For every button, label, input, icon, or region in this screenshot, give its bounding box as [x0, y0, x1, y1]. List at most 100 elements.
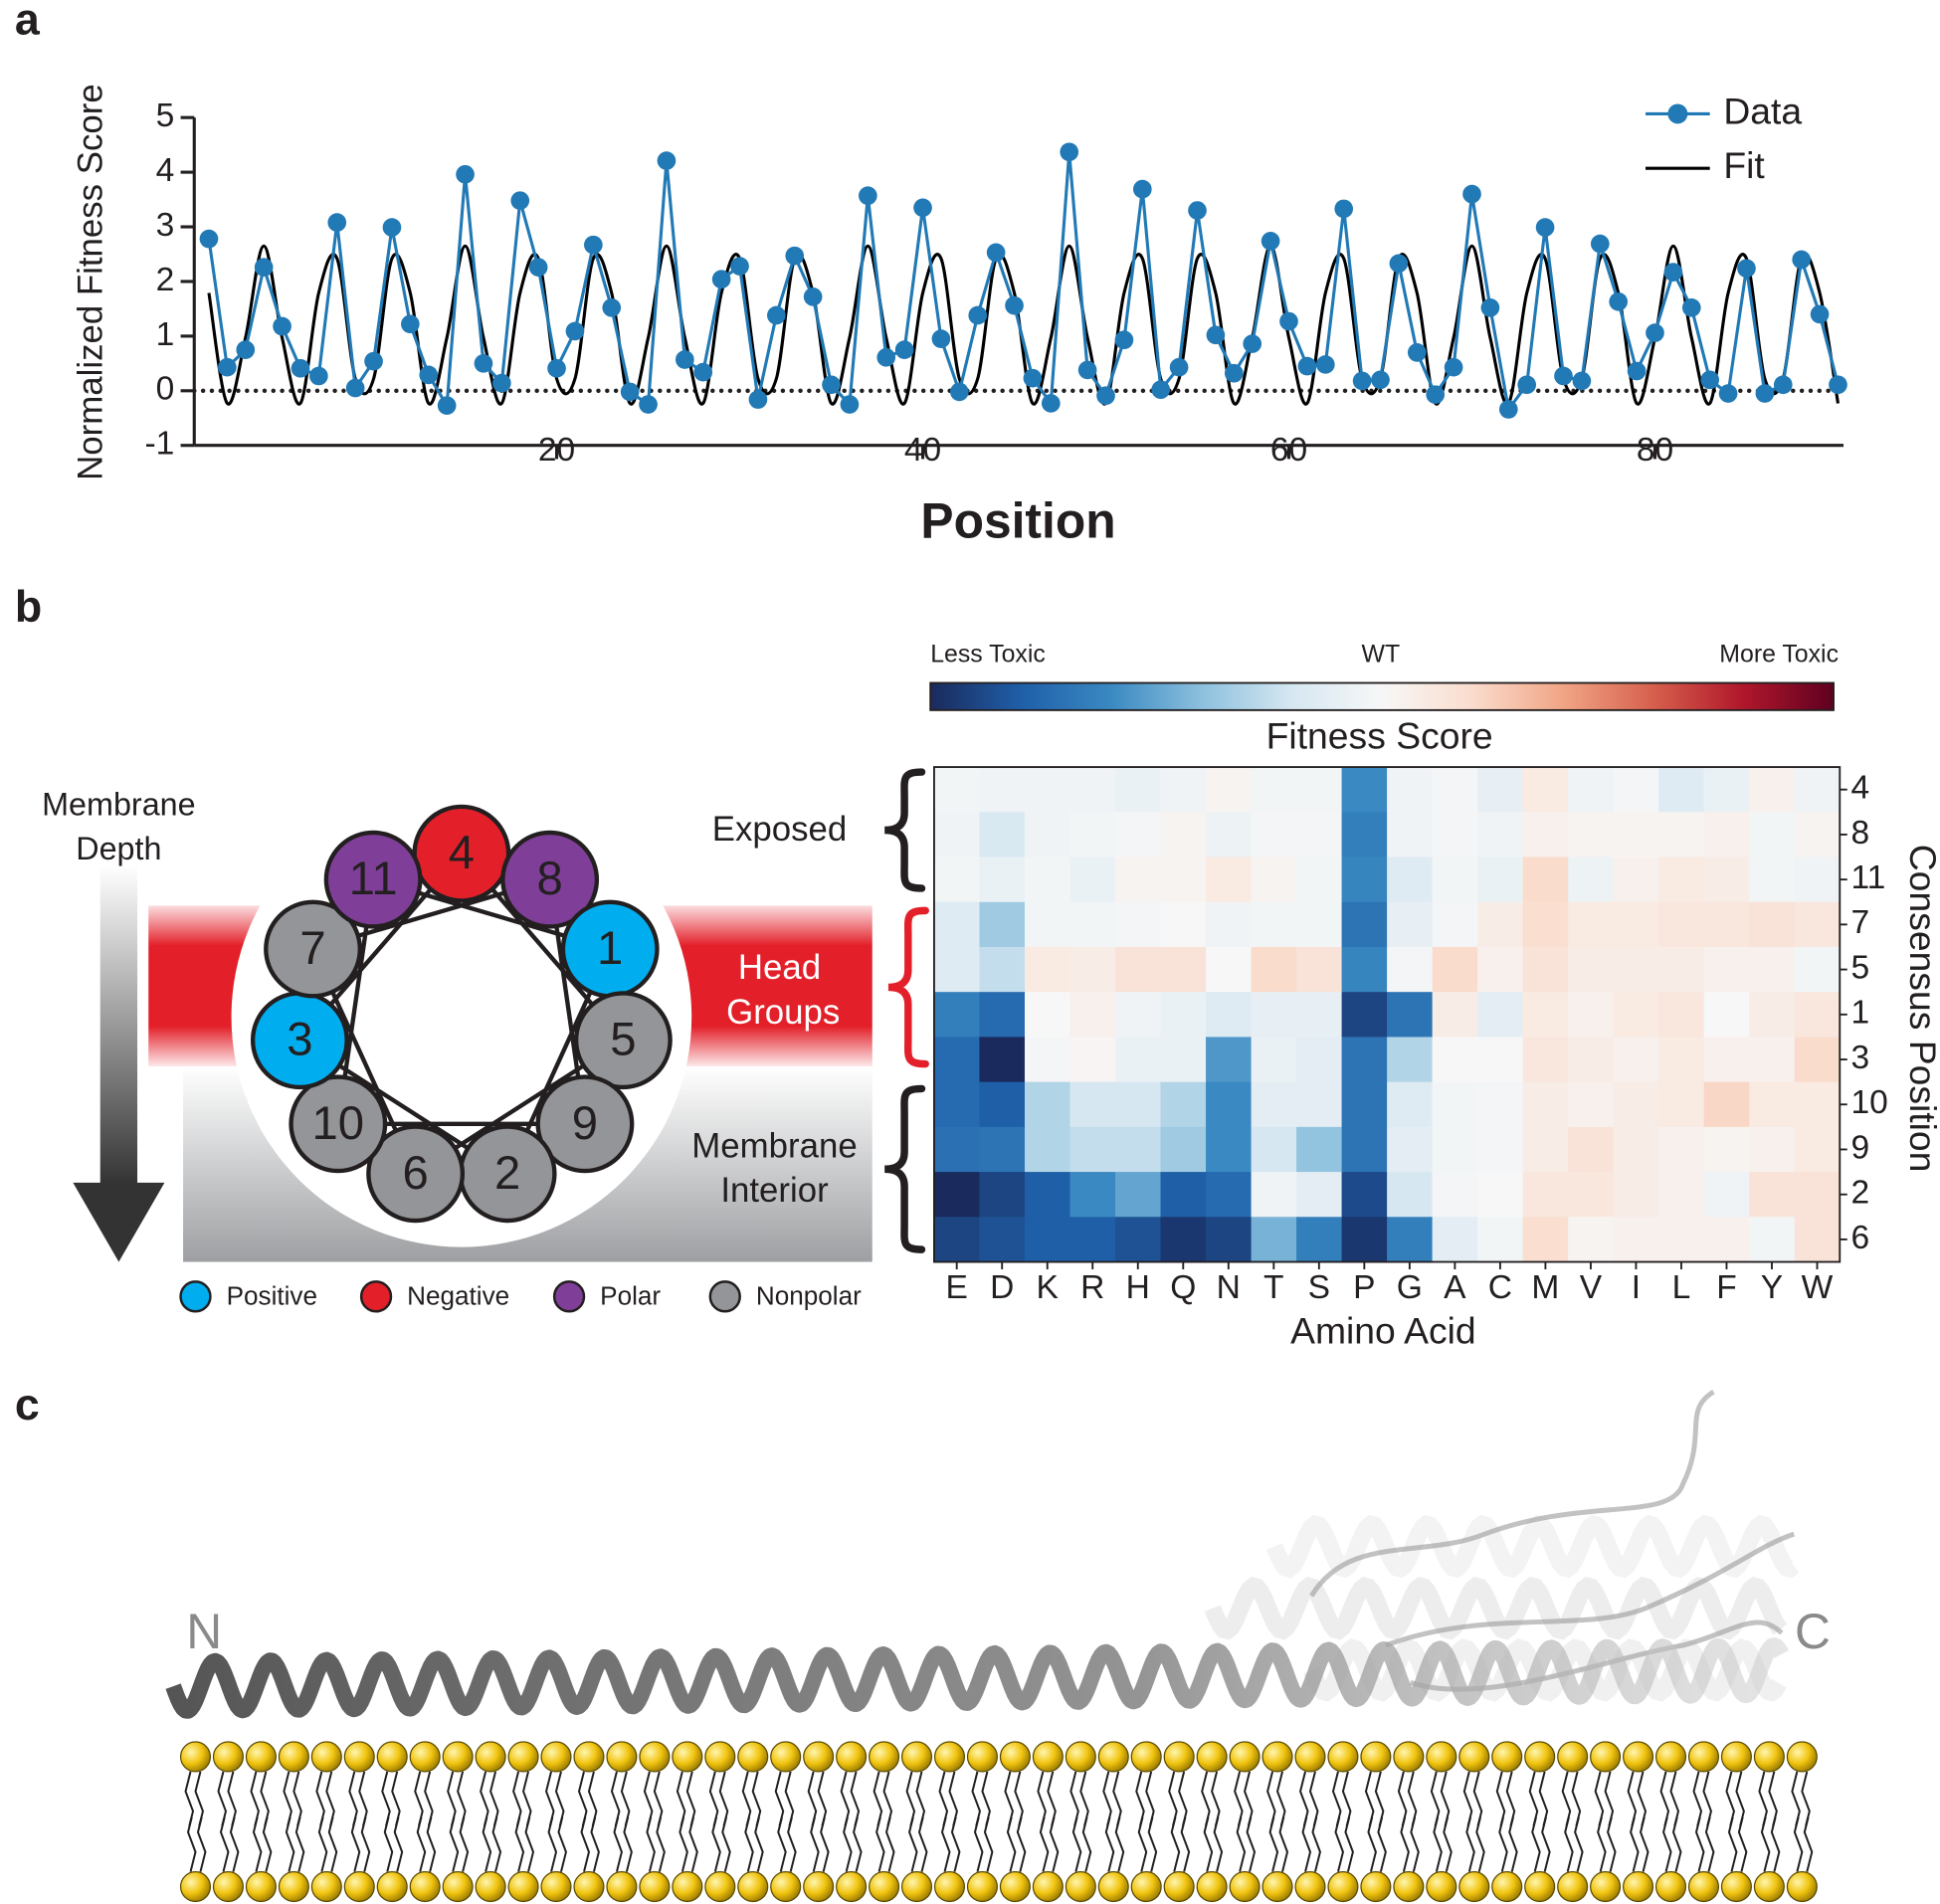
y-tick-label: 4 — [156, 152, 175, 189]
lipid-tail — [360, 1816, 371, 1872]
data-point — [456, 164, 475, 184]
lipid-head — [343, 1741, 375, 1773]
lipid-tail — [711, 1816, 721, 1872]
lipid-head — [540, 1871, 572, 1903]
heatmap-cell — [1749, 901, 1796, 948]
heatmap-cell — [1160, 857, 1207, 903]
heatmap-cell — [1296, 1081, 1343, 1128]
heatmap-cell — [1703, 946, 1750, 993]
heatmap-cell — [1749, 1172, 1796, 1218]
lipid-tail — [327, 1816, 338, 1872]
data-point — [437, 396, 457, 415]
data-point — [584, 235, 603, 255]
heatmap-cell — [1658, 992, 1705, 1039]
heatmap-cell — [933, 1037, 981, 1083]
lipid-head — [770, 1741, 802, 1773]
lipid-head — [966, 1871, 998, 1903]
heatmap-cell — [1568, 1172, 1615, 1218]
data-point — [1334, 199, 1354, 219]
heatmap-cell — [933, 1217, 981, 1263]
heatmap-cell — [1522, 992, 1569, 1039]
data-point — [1590, 234, 1610, 254]
legend-label: Nonpolar — [756, 1280, 862, 1310]
heatmap-cell — [1024, 992, 1071, 1039]
heatmap-cell — [1432, 946, 1478, 993]
lipid-tail — [186, 1816, 197, 1872]
lipid-tail — [1803, 1816, 1814, 1872]
heatmap-cell — [1658, 1217, 1705, 1263]
lipid-tail — [1433, 1816, 1443, 1872]
heatmap-cell — [1387, 1172, 1434, 1218]
lipid-tail — [524, 1816, 535, 1872]
y-tick-label: 0 — [156, 371, 175, 408]
x-tick-label: 80 — [1637, 432, 1673, 469]
lipid-head — [1687, 1871, 1720, 1903]
lipid-head — [1491, 1741, 1523, 1773]
lipid-tail — [482, 1816, 492, 1872]
lipid-tail — [1770, 1816, 1781, 1872]
lipid-head — [1327, 1741, 1359, 1773]
y-axis-label: Normalized Fitness Score — [71, 84, 109, 480]
lipid-tail — [1236, 1816, 1247, 1872]
heatmap-cell — [1568, 1217, 1615, 1263]
data-point — [1041, 394, 1061, 413]
lipid-head — [933, 1871, 966, 1903]
heatmap-cell — [1522, 1037, 1569, 1083]
data-point — [1151, 380, 1171, 400]
y-tick-label: -1 — [145, 426, 175, 463]
heatmap-cell — [1341, 901, 1388, 948]
wheel-residue-label: 5 — [610, 1014, 636, 1066]
lipid-tail — [1607, 1816, 1617, 1872]
lipid-tail — [252, 1816, 263, 1872]
lipid-head — [900, 1871, 933, 1903]
heatmap-cell — [1613, 1217, 1659, 1263]
lipid-tail — [1039, 1816, 1050, 1872]
data-point — [382, 218, 402, 237]
heatmap-cell — [979, 1126, 1026, 1173]
lipid-head — [1786, 1741, 1818, 1773]
lipid-head — [1065, 1871, 1096, 1903]
lipid-tail — [1508, 1816, 1518, 1872]
lipid-head — [1163, 1871, 1195, 1903]
lipid-tail — [1443, 1816, 1453, 1872]
heatmap-cell — [1024, 1126, 1071, 1173]
heatmap-cell — [1341, 1126, 1388, 1173]
data-point — [639, 395, 658, 414]
data-point — [364, 351, 383, 371]
lipid-tail — [950, 1816, 961, 1872]
heatmap-cell — [1477, 1126, 1524, 1173]
heatmap-cell — [1522, 812, 1569, 858]
heatmap-cell — [1432, 1172, 1478, 1218]
heatmap-cell — [1251, 857, 1297, 903]
data-point — [657, 151, 677, 170]
lipid-tail — [1006, 1816, 1017, 1872]
data-point — [1737, 259, 1756, 279]
heatmap-cell — [1432, 992, 1478, 1039]
lipid-head — [606, 1871, 638, 1903]
x-tick-label: K — [1037, 1269, 1060, 1306]
heatmap-cell — [1703, 992, 1750, 1039]
colorbar-label: WT — [1362, 641, 1401, 668]
lipid-head — [1458, 1871, 1490, 1903]
heatmap-cell — [1251, 1217, 1297, 1263]
lipid-tail — [721, 1816, 731, 1872]
heatmap-cell — [1341, 992, 1388, 1039]
data-point — [822, 375, 841, 395]
wheel-residue — [289, 1074, 388, 1174]
data-point — [1829, 375, 1847, 395]
lipid-head — [933, 1741, 966, 1773]
lipid-head — [1491, 1871, 1523, 1903]
lipid-head — [803, 1741, 835, 1773]
lipid-tail — [1016, 1816, 1027, 1872]
lipid-tail — [908, 1816, 918, 1872]
heatmap-cell — [1069, 812, 1116, 858]
lipid-tail — [1268, 1816, 1279, 1872]
data-point — [492, 373, 511, 393]
heatmap-cell — [1296, 1217, 1343, 1263]
lipid-tail — [590, 1816, 600, 1872]
heatmap-cell — [1432, 857, 1478, 903]
heatmap-cell — [1251, 767, 1297, 813]
lipid-tail — [317, 1816, 328, 1872]
lipid-head — [475, 1741, 506, 1773]
data-point — [1426, 385, 1446, 404]
